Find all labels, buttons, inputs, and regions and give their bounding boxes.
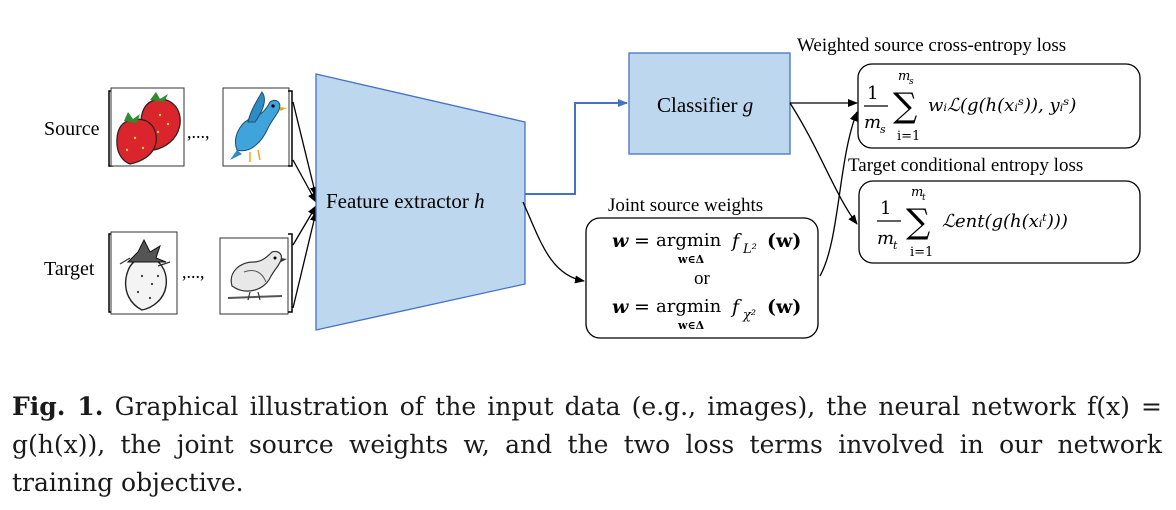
source-right-bracket	[288, 90, 293, 167]
target-loss-formula: 1 m t m t ∑ i=1 ℒent(g(h(xᵢᵗ)))	[877, 185, 1068, 260]
svg-text:1: 1	[867, 83, 878, 104]
svg-text:w∈Δ: w∈Δ	[677, 253, 705, 266]
svg-text:i=1: i=1	[910, 245, 933, 260]
source-label: Source	[44, 118, 100, 140]
joint-weights-eq2: w = argmin w∈Δ f χ² (w)	[612, 296, 801, 332]
svg-text:s: s	[880, 123, 886, 136]
target-loss-box	[858, 180, 1141, 264]
joint-weights-eq1: w = argmin w∈Δ f L² (w)	[612, 230, 801, 266]
classifier-label: Classifier g	[657, 93, 753, 117]
target-loss-body: ℒent(g(h(xᵢᵗ)))	[942, 211, 1068, 232]
joint-weights-or: or	[694, 268, 711, 289]
strawberry-image	[110, 87, 185, 167]
feature-extractor-label: Feature extractor h	[326, 189, 485, 213]
svg-text:w: w	[612, 296, 629, 318]
svg-text:=: =	[634, 296, 650, 318]
svg-text:w∈Δ: w∈Δ	[677, 319, 705, 332]
source-loss-formula: 1 m s m s ∑ i=1 wᵢℒ(g(h(xᵢˢ)), yᵢˢ)	[864, 69, 1076, 144]
svg-text:1: 1	[880, 198, 891, 219]
svg-text:L²: L²	[742, 242, 757, 257]
svg-text:m: m	[864, 112, 881, 133]
source-loss-title: Weighted source cross-entropy loss	[797, 35, 1066, 56]
figure-label: Fig. 1.	[12, 392, 104, 421]
caption-text: Graphical illustration of the input data…	[12, 392, 1162, 497]
diagram-canvas: Source ,..., Target ,...,	[44, 35, 1141, 339]
source-loss-body: wᵢℒ(g(h(xᵢˢ)), yᵢˢ)	[928, 95, 1076, 116]
svg-text:∑: ∑	[893, 86, 917, 126]
svg-text:(w): (w)	[767, 230, 801, 252]
svg-text:w: w	[612, 230, 629, 252]
svg-text:χ²: χ²	[742, 308, 756, 323]
svg-text:argmin: argmin	[656, 230, 722, 251]
svg-text:argmin: argmin	[656, 296, 722, 317]
svg-text:m: m	[911, 185, 923, 200]
target-label: Target	[44, 258, 95, 280]
target-to-extractor-arrows	[292, 205, 318, 309]
svg-text:t: t	[922, 193, 926, 203]
extractor-to-weights-arrow	[522, 201, 585, 284]
svg-text:f: f	[730, 296, 742, 318]
joint-weights-box	[585, 217, 819, 339]
target-loss-title: Target conditional entropy loss	[848, 155, 1083, 176]
source-loss-box	[857, 63, 1141, 149]
figure-caption: Fig. 1. Graphical illustration of the in…	[12, 388, 1162, 502]
source-to-extractor-arrows	[292, 101, 318, 203]
svg-text:∑: ∑	[906, 202, 930, 242]
weights-to-source-loss-arrow	[819, 111, 858, 277]
bird-sketch-image	[219, 237, 289, 315]
svg-text:f: f	[730, 230, 742, 252]
svg-text:m: m	[877, 228, 894, 249]
feature-extractor-shape	[315, 73, 526, 331]
target-ellipsis: ,...,	[182, 262, 205, 282]
extractor-to-classifier-arrow	[525, 99, 628, 195]
svg-text:(w): (w)	[767, 296, 801, 318]
svg-text:m: m	[898, 69, 910, 84]
source-ellipsis: ,...,	[187, 122, 210, 142]
svg-text:=: =	[634, 230, 650, 252]
svg-text:t: t	[893, 239, 898, 252]
classifier-to-target-loss-arrow	[789, 102, 858, 225]
svg-text:s: s	[909, 77, 914, 87]
bird-image	[222, 87, 290, 167]
target-right-bracket	[288, 233, 293, 313]
joint-weights-title: Joint source weights	[608, 195, 763, 216]
strawberry-sketch-image	[110, 231, 178, 315]
svg-text:i=1: i=1	[897, 129, 920, 144]
